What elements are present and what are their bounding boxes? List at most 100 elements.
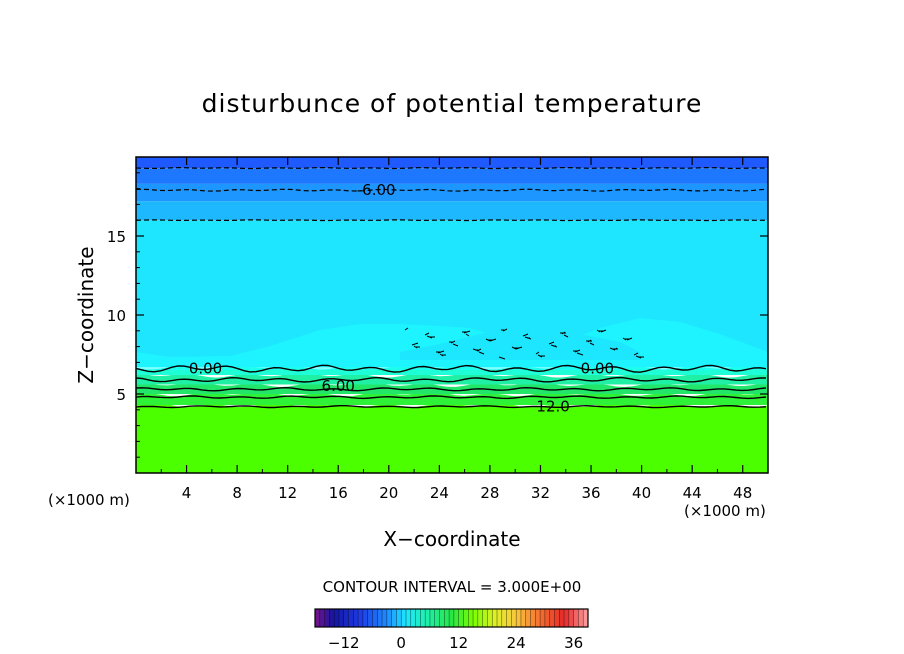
colorbar bbox=[314, 608, 589, 628]
noise-contour bbox=[472, 348, 480, 352]
noise-contour bbox=[424, 332, 430, 336]
x-tick-label: 40 bbox=[632, 484, 651, 502]
colorbar-segment bbox=[535, 609, 541, 627]
y-axis-label: Z−coordinate bbox=[74, 246, 98, 383]
contour-noise bbox=[404, 327, 644, 360]
x-tick-label: 16 bbox=[329, 484, 348, 502]
contour-label: -6.00 bbox=[357, 181, 396, 199]
contour-line-0 bbox=[136, 364, 767, 373]
x-tick-label: 32 bbox=[531, 484, 550, 502]
noise-contour bbox=[502, 328, 508, 332]
x-tick-label: 12 bbox=[278, 484, 297, 502]
contour-line-12 bbox=[136, 404, 767, 409]
noise-contour bbox=[550, 344, 558, 348]
colorbar-segment bbox=[568, 609, 574, 627]
colorbar-segment bbox=[343, 609, 349, 627]
noise-contour bbox=[465, 333, 470, 337]
contour-label: 6.00 bbox=[322, 377, 355, 395]
x-tick-label: 48 bbox=[733, 484, 752, 502]
noise-contour bbox=[537, 354, 543, 358]
contour-label: 12.0 bbox=[536, 398, 569, 416]
contour-line-neg3 bbox=[136, 219, 767, 222]
x-unit-left: (×1000 m) bbox=[48, 491, 130, 509]
field-band bbox=[136, 402, 768, 473]
colorbar-segment bbox=[415, 609, 421, 627]
chart-title: disturbunce of potential temperature bbox=[202, 89, 703, 118]
x-axis-label: X−coordinate bbox=[383, 527, 520, 551]
noise-contour bbox=[413, 345, 418, 349]
y-tick-label: 5 bbox=[116, 386, 126, 404]
colorbar-segment bbox=[429, 609, 436, 627]
colorbar-segment bbox=[449, 609, 455, 627]
field-band bbox=[136, 183, 768, 202]
noise-contour bbox=[450, 340, 456, 344]
y-tick-label: 15 bbox=[107, 228, 126, 246]
noise-contour bbox=[524, 336, 532, 340]
colorbar-segment bbox=[406, 609, 412, 627]
colorbar-segment bbox=[358, 609, 364, 627]
colorbar-segment bbox=[334, 609, 340, 627]
field-band bbox=[136, 201, 768, 221]
noise-contour bbox=[596, 329, 601, 333]
noise-contour bbox=[411, 342, 419, 346]
colorbar-segment bbox=[401, 609, 407, 627]
colorbar-segment bbox=[386, 609, 392, 627]
colorbar-segment bbox=[525, 609, 531, 627]
colorbar-segment bbox=[544, 609, 550, 627]
noise-contour bbox=[511, 346, 517, 350]
contour-line-3 bbox=[136, 376, 766, 383]
colorbar-segment bbox=[362, 609, 368, 627]
colorbar-segment bbox=[319, 609, 325, 627]
colorbar-segment bbox=[549, 609, 555, 627]
colorbar-segment bbox=[482, 609, 488, 627]
colorbar-segment bbox=[439, 609, 445, 627]
colorbar-segment bbox=[583, 609, 589, 627]
y-tick-label: 10 bbox=[107, 307, 126, 325]
x-tick-label: 28 bbox=[480, 484, 499, 502]
x-tick-label: 24 bbox=[430, 484, 449, 502]
colorbar-segment bbox=[497, 609, 503, 627]
field-band bbox=[136, 382, 768, 394]
noise-contour bbox=[478, 351, 485, 355]
field-bands bbox=[136, 157, 768, 473]
colorbar-segment bbox=[377, 609, 383, 627]
colorbar-segment bbox=[338, 609, 345, 627]
noise-contour bbox=[485, 338, 491, 342]
colorbar-segment bbox=[516, 609, 522, 627]
colorbar-segment bbox=[324, 609, 330, 627]
y-axis-ticks: 5 10 15 bbox=[107, 172, 768, 458]
noise-contour bbox=[622, 337, 627, 341]
contour-line-neg6 bbox=[136, 188, 767, 192]
colorbar-tick-label: 12 bbox=[449, 634, 468, 652]
colorbar-segment bbox=[453, 609, 459, 627]
colorbar-segment bbox=[463, 609, 469, 627]
x-tick-label: 4 bbox=[182, 484, 192, 502]
colorbar-segment bbox=[559, 609, 565, 627]
colorbar-tick-label: −12 bbox=[328, 634, 360, 652]
x-tick-label: 36 bbox=[581, 484, 600, 502]
colorbar-segment bbox=[367, 609, 373, 627]
colorbar-segment bbox=[530, 609, 536, 627]
noise-contour bbox=[563, 334, 569, 338]
noise-contour bbox=[574, 349, 581, 353]
contour-line-neg9 bbox=[136, 166, 767, 170]
field-band bbox=[136, 157, 768, 169]
colorbar-segment bbox=[477, 609, 483, 627]
colorbar-segment bbox=[420, 609, 426, 627]
noise-contour bbox=[633, 352, 639, 356]
contour-line-9 bbox=[136, 395, 767, 400]
colorbar-segment bbox=[564, 609, 570, 627]
colorbar-segment bbox=[391, 609, 397, 627]
colorbar-segment bbox=[540, 609, 546, 627]
colorbar-segment bbox=[348, 609, 354, 627]
noise-contour bbox=[589, 342, 595, 346]
noise-contour bbox=[522, 333, 529, 337]
noise-contour bbox=[498, 356, 506, 360]
x-axis-ticks: 4 8 12 16 20 24 28 32 36 40 44 48 bbox=[160, 157, 752, 502]
noise-contour bbox=[576, 352, 584, 356]
noise-contour bbox=[535, 351, 540, 355]
colorbar-segment bbox=[573, 609, 579, 627]
cyan-core-region bbox=[400, 326, 640, 360]
colorbar-segment bbox=[511, 609, 517, 627]
